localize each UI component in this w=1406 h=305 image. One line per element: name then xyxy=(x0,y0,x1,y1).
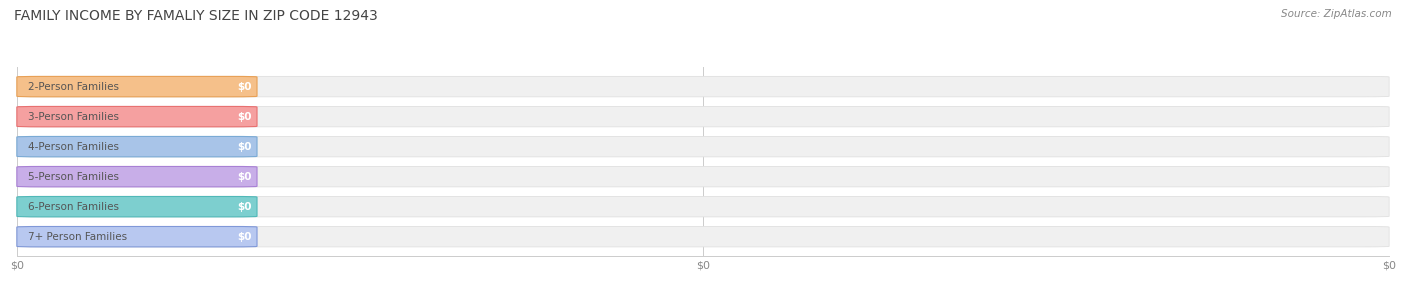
Text: $0: $0 xyxy=(238,82,252,92)
FancyBboxPatch shape xyxy=(17,167,257,187)
Text: FAMILY INCOME BY FAMALIY SIZE IN ZIP CODE 12943: FAMILY INCOME BY FAMALIY SIZE IN ZIP COD… xyxy=(14,9,378,23)
FancyBboxPatch shape xyxy=(17,227,257,247)
FancyBboxPatch shape xyxy=(17,106,257,127)
FancyBboxPatch shape xyxy=(17,77,257,97)
Text: 2-Person Families: 2-Person Families xyxy=(28,82,120,92)
FancyBboxPatch shape xyxy=(17,106,1389,127)
Text: 7+ Person Families: 7+ Person Families xyxy=(28,232,127,242)
FancyBboxPatch shape xyxy=(17,227,1389,247)
FancyBboxPatch shape xyxy=(17,77,1389,97)
FancyBboxPatch shape xyxy=(17,196,257,217)
FancyBboxPatch shape xyxy=(17,167,1389,187)
FancyBboxPatch shape xyxy=(17,136,257,157)
FancyBboxPatch shape xyxy=(17,196,1389,217)
Text: 6-Person Families: 6-Person Families xyxy=(28,202,120,212)
Text: $0: $0 xyxy=(238,112,252,122)
Text: 4-Person Families: 4-Person Families xyxy=(28,142,120,152)
FancyBboxPatch shape xyxy=(17,136,1389,157)
Text: 3-Person Families: 3-Person Families xyxy=(28,112,120,122)
Text: $0: $0 xyxy=(238,142,252,152)
Text: $0: $0 xyxy=(238,172,252,182)
Text: Source: ZipAtlas.com: Source: ZipAtlas.com xyxy=(1281,9,1392,19)
Text: 5-Person Families: 5-Person Families xyxy=(28,172,120,182)
Text: $0: $0 xyxy=(238,232,252,242)
Text: $0: $0 xyxy=(238,202,252,212)
